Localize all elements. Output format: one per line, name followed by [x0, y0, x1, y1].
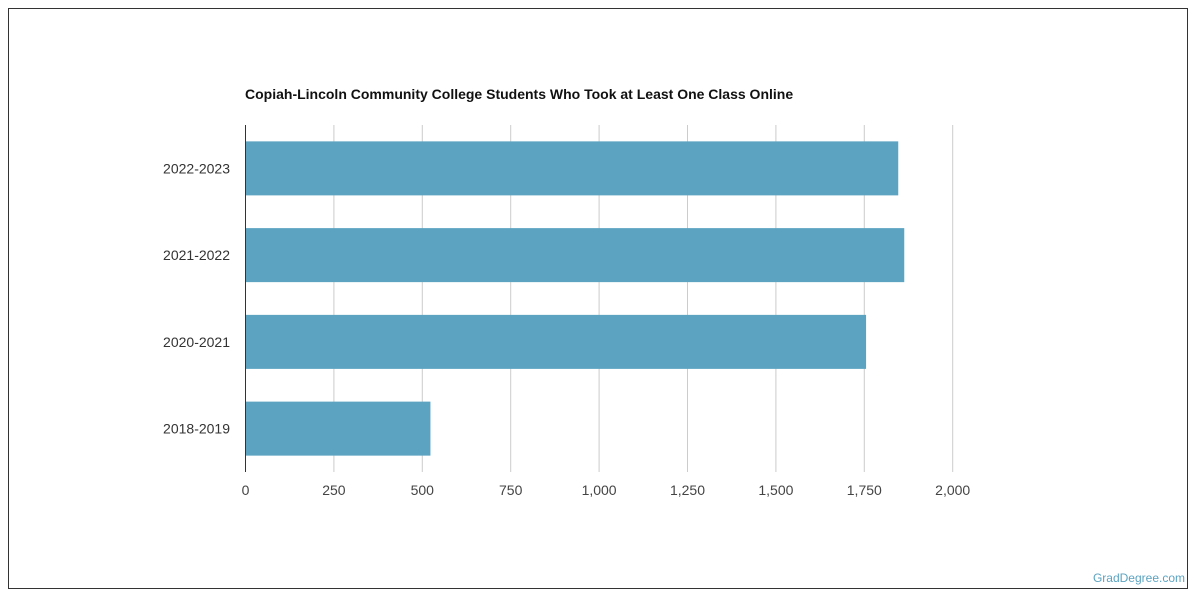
y-tick-label: 2018-2019: [163, 421, 230, 437]
y-tick-label: 2021-2022: [163, 247, 230, 263]
x-tick-label: 1,500: [758, 482, 793, 498]
chart-title: Copiah-Lincoln Community College Student…: [245, 86, 794, 102]
x-tick-label: 250: [322, 482, 346, 498]
y-tick-label: 2020-2021: [163, 334, 230, 350]
chart-frame: [8, 8, 1188, 589]
x-tick-label: 1,250: [670, 482, 705, 498]
x-tick-label: 1,750: [847, 482, 882, 498]
y-tick-label: 2022-2023: [163, 160, 230, 176]
credit-link[interactable]: GradDegree.com: [1092, 571, 1185, 585]
x-tick-label: 1,000: [582, 482, 617, 498]
x-tick-label: 0: [242, 482, 250, 498]
x-tick-label: 750: [499, 482, 523, 498]
bar: [245, 228, 905, 283]
bar: [245, 141, 899, 196]
bar: [245, 314, 867, 369]
x-tick-label: 500: [411, 482, 435, 498]
bar: [245, 401, 431, 456]
x-tick-label: 2,000: [935, 482, 970, 498]
